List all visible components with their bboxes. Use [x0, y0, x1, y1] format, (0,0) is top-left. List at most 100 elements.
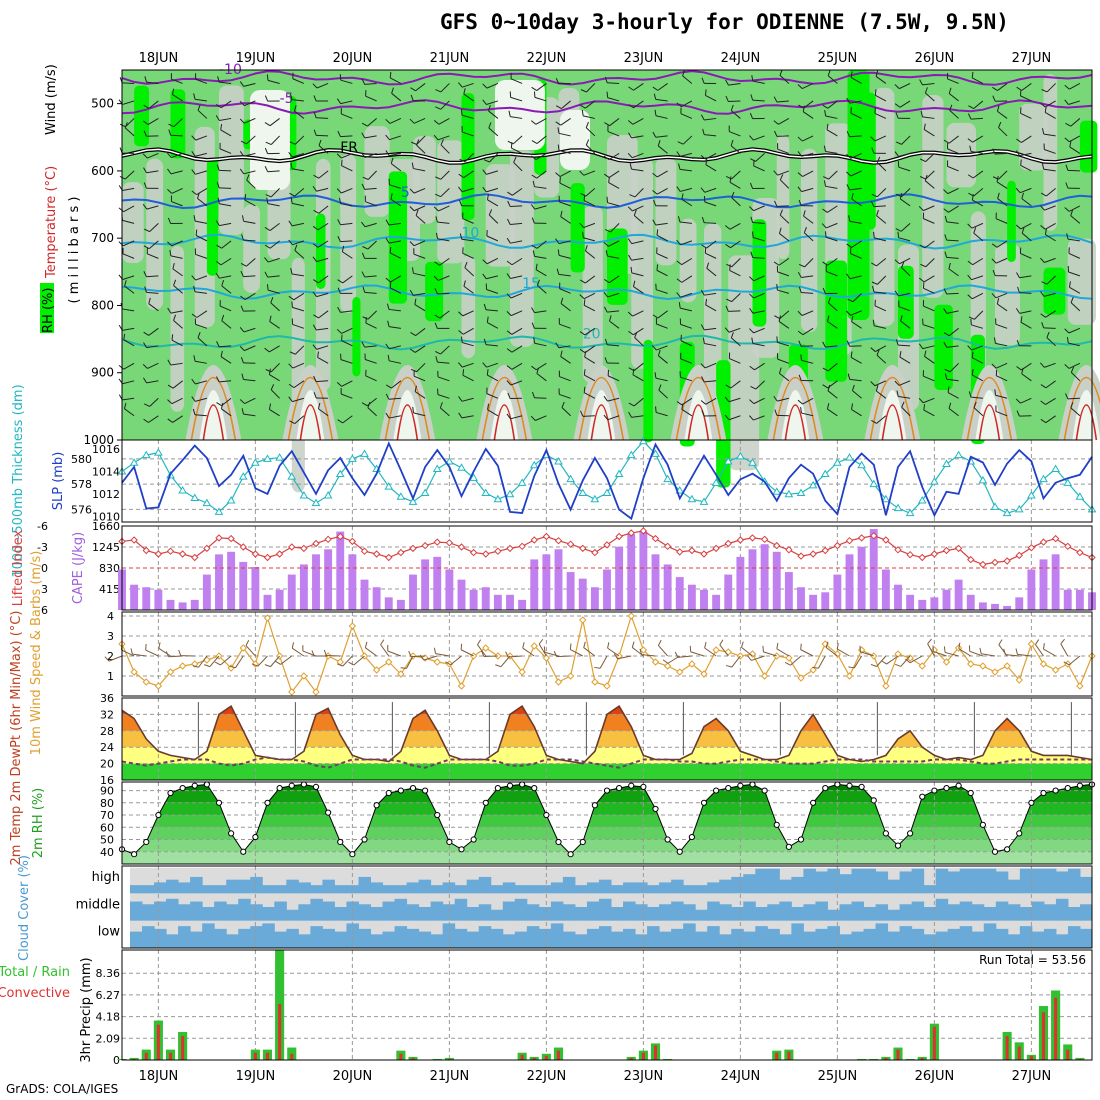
wind-barb — [608, 176, 610, 183]
wind-barb — [462, 310, 474, 317]
lifted-index-marker — [894, 546, 902, 554]
wind-barb — [918, 398, 924, 404]
wind-barb — [1016, 410, 1020, 417]
wind-barb — [873, 231, 875, 238]
wind-barb — [774, 200, 778, 207]
surface-wind-barb — [158, 647, 171, 657]
surface-wind-barb — [599, 655, 608, 669]
wind-barb — [558, 345, 571, 349]
wind-barb — [1040, 225, 1046, 230]
cape-bar — [312, 554, 320, 610]
cloud-cover-bar — [274, 901, 287, 921]
wind-barb — [901, 135, 911, 145]
wind-barb — [873, 205, 886, 208]
cloud-cover-bar — [767, 904, 780, 921]
wind-barb — [440, 83, 450, 93]
wind-barb — [510, 78, 523, 84]
wind-barb — [777, 271, 790, 277]
surface-wind-barb — [336, 663, 343, 667]
wind-barb — [900, 223, 911, 232]
thickness-marker — [808, 480, 818, 489]
wind-barb — [973, 227, 977, 234]
cloud-cover-bar — [803, 868, 816, 894]
wind-barb — [531, 365, 537, 371]
wind-barb — [1044, 257, 1056, 263]
wind-barb — [122, 240, 135, 247]
cloud-cover-bar — [731, 928, 744, 948]
wind-barb — [288, 396, 293, 402]
cloud-cover-bar — [743, 901, 756, 921]
wind-barb — [606, 91, 609, 98]
wind-barb — [681, 100, 693, 108]
thickness-marker — [432, 464, 442, 473]
wind-barb — [681, 275, 693, 283]
cloud-cover-bar — [418, 931, 432, 948]
surface-wind-barb — [943, 646, 946, 653]
wind-barb — [846, 171, 852, 177]
cloud-cover-bar — [887, 931, 901, 948]
surface-wind-barb — [1060, 638, 1065, 645]
wind-barb — [146, 81, 159, 84]
temp-tick-label: 16 — [100, 774, 114, 787]
rh-dry-region — [801, 148, 818, 333]
wind-barb — [655, 115, 668, 119]
pressure-tick-label: 500 — [91, 97, 114, 111]
wind-barb — [1070, 407, 1081, 417]
wind-barb — [561, 100, 571, 110]
wind-barb — [486, 235, 499, 242]
wind-barb — [779, 174, 784, 181]
rh-tick-label: 60 — [100, 821, 114, 834]
wind-barb — [191, 190, 197, 196]
wind-barb — [607, 131, 620, 137]
cloud-cover-bar — [250, 904, 263, 921]
wind-barb — [191, 151, 196, 157]
surface-wind-barb — [613, 653, 618, 659]
wind-barb — [555, 121, 562, 126]
precip-tick-label: 6.27 — [96, 989, 121, 1002]
cape-bar — [554, 549, 563, 610]
lifted-index-marker — [773, 541, 781, 550]
surface-wind-barb — [927, 638, 932, 645]
wind-barb — [510, 116, 523, 119]
surface-wind-barb — [291, 647, 305, 657]
surface-wind-barb — [763, 651, 777, 657]
wind-barb — [197, 109, 208, 119]
wind-barb — [919, 158, 926, 163]
wind-barb — [946, 310, 959, 314]
wind-barb — [489, 153, 499, 163]
wind-barb — [220, 402, 224, 409]
wind-barb — [920, 110, 923, 117]
wind-barb — [1069, 146, 1081, 154]
wind-barb — [1064, 393, 1069, 400]
surface-wind-barb — [731, 655, 741, 668]
wind-barb — [122, 327, 135, 331]
wind-barb — [924, 180, 935, 189]
wind-barb — [461, 342, 474, 347]
temp-tick-label: 36 — [100, 692, 114, 705]
lifted-index-marker — [433, 538, 441, 546]
wind-barb — [583, 386, 586, 393]
wind-barb — [536, 135, 547, 144]
wind-barb — [752, 80, 765, 84]
wind-barb — [146, 345, 159, 349]
wind-barb — [1019, 187, 1032, 194]
rh-saturated-region — [934, 304, 953, 390]
wind-barb — [220, 356, 232, 364]
wind-barb — [147, 362, 159, 369]
wind-barb — [972, 199, 984, 207]
surface-wind-barb — [704, 647, 717, 657]
wind-barb — [193, 355, 196, 362]
wind-barb — [656, 345, 668, 351]
wind-barb — [749, 206, 754, 212]
cape-bar — [433, 556, 442, 610]
wind-barb — [317, 351, 319, 358]
wind-barb — [751, 337, 754, 344]
wind-barb — [901, 261, 905, 268]
wind-barb — [409, 188, 415, 194]
thickness-marker — [190, 493, 200, 502]
wind-barb — [510, 292, 523, 299]
wind-barb — [433, 275, 439, 281]
wind-barb — [124, 170, 135, 180]
wind-barb — [749, 399, 755, 404]
wind-barb — [534, 255, 547, 259]
